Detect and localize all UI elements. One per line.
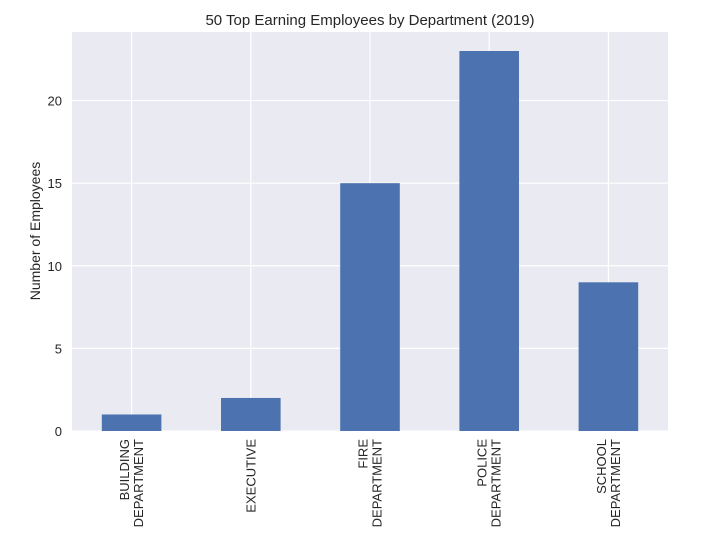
x-tick-label: FIRE DEPARTMENT: [356, 439, 385, 528]
x-tick-label: EXECUTIVE: [243, 439, 258, 513]
y-tick-label: 15: [48, 176, 62, 191]
x-tick-label-line: DEPARTMENT: [370, 439, 385, 527]
x-tick-label-line: FIRE: [356, 439, 371, 469]
y-tick-label: 20: [48, 94, 62, 109]
x-tick-label-line: POLICE: [475, 439, 490, 487]
x-tick-label: SCHOOL DEPARTMENT: [594, 439, 623, 527]
y-axis-label: Number of Employees: [27, 162, 43, 301]
x-tick-label-line: BUILDING: [117, 439, 132, 500]
chart-title: 50 Top Earning Employees by Department (…: [205, 12, 534, 29]
x-tick-label-line: DEPARTMENT: [489, 439, 504, 527]
bar: [578, 282, 639, 431]
x-axis-ticks: BUILDING DEPARTMENT EXECUTIVE FIRE DEPARTMEN…: [117, 439, 623, 528]
x-tick-label-line: DEPARTMENT: [608, 439, 623, 527]
y-axis-ticks: 0 5 10 15 20: [48, 94, 62, 439]
bar: [459, 51, 519, 431]
x-tick-label-line: EXECUTIVE: [243, 439, 258, 513]
bar: [101, 414, 162, 431]
y-tick-label: 5: [55, 341, 62, 356]
y-tick-label: 10: [48, 259, 62, 274]
y-tick-label: 0: [55, 424, 62, 439]
x-tick-label-line: DEPARTMENT: [131, 439, 146, 527]
x-tick-label-line: SCHOOL: [594, 439, 609, 494]
x-tick-label: BUILDING DEPARTMENT: [117, 439, 146, 527]
bar: [340, 183, 400, 431]
bars: [101, 51, 639, 431]
bar: [221, 397, 281, 431]
x-tick-label: POLICE DEPARTMENT: [475, 439, 504, 528]
